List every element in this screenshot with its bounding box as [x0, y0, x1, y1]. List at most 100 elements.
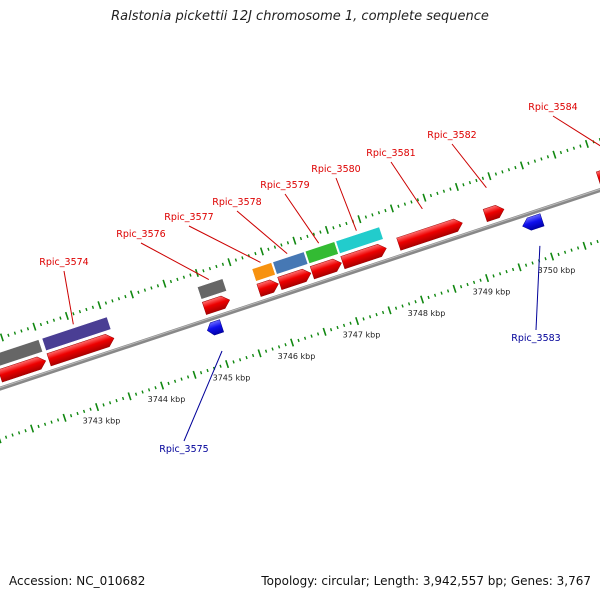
upper-tick — [208, 266, 212, 271]
lower-tick — [544, 257, 547, 261]
upper-tick — [162, 279, 167, 288]
lower-tick — [582, 241, 587, 250]
lower-tick — [30, 424, 35, 433]
upper-tick — [221, 262, 225, 266]
upper-tick — [32, 322, 37, 331]
upper-tick — [241, 256, 244, 260]
upper-tick — [97, 301, 102, 310]
lower-tick — [368, 315, 372, 319]
upper-tick — [384, 208, 387, 213]
upper-tick — [189, 273, 192, 277]
lower-tick — [576, 246, 580, 250]
leader-line — [335, 177, 357, 231]
upper-tick — [487, 172, 492, 181]
lower-tick — [127, 392, 132, 401]
upper-tick — [59, 316, 62, 320]
upper-tick — [514, 165, 517, 170]
upper-tick — [527, 161, 530, 165]
label-leader-lines — [63, 115, 600, 442]
upper-tick — [462, 183, 465, 187]
upper-tick — [566, 148, 569, 153]
upper-tick — [410, 200, 413, 204]
forward-gene-arrow — [0, 356, 47, 383]
gene-label: Rpic_3580 — [311, 164, 360, 175]
gene-labels: Rpic_3574 Rpic_3575 Rpic_3576 Rpic_3577 Rpic… — [39, 102, 577, 455]
upper-tick — [78, 309, 82, 314]
lower-tick — [322, 327, 327, 336]
upper-tick — [156, 284, 160, 288]
feature-block — [272, 251, 309, 275]
forward-gene-arrow — [309, 258, 342, 280]
upper-tick — [227, 258, 232, 267]
lower-tick — [76, 411, 79, 416]
forward-gene-arrow — [340, 243, 387, 270]
axis-labels: 3743 kbp 3744 kbp 3745 kbp 3746 kbp 3747 kbp… — [83, 266, 576, 426]
gene-label: Rpic_3584 — [528, 102, 577, 113]
lower-tick — [596, 239, 599, 244]
leader-line — [535, 245, 541, 331]
lower-tick — [375, 312, 378, 317]
leader-line — [552, 115, 600, 147]
upper-tick — [117, 297, 121, 301]
upper-tick — [371, 213, 374, 217]
leader-line — [390, 161, 423, 210]
lower-tick — [433, 293, 437, 297]
gene-label: Rpic_3576 — [116, 229, 165, 240]
lower-tick — [11, 433, 14, 437]
upper-tick — [64, 311, 69, 320]
forward-gene-arrow — [595, 164, 600, 185]
upper-tick — [254, 251, 257, 256]
lower-tick — [271, 347, 274, 351]
axis-label: 3746 kbp — [278, 352, 316, 361]
upper-tick — [559, 150, 563, 155]
gene-label: Rpic_3577 — [164, 212, 213, 223]
axis-label: 3744 kbp — [148, 395, 186, 404]
upper-tick — [273, 245, 277, 249]
lower-tick — [50, 420, 53, 424]
forward-gene-arrow — [277, 268, 312, 290]
upper-tick — [389, 204, 394, 213]
axis-label: 3745 kbp — [213, 373, 251, 382]
upper-tick — [259, 247, 264, 256]
upper-tick — [501, 170, 504, 174]
axis-label: 3748 kbp — [408, 309, 446, 318]
upper-tick — [46, 320, 49, 325]
upper-tick — [364, 215, 368, 219]
forward-gene-arrow — [396, 218, 463, 251]
lower-tick — [492, 274, 495, 278]
lower-tick — [316, 332, 320, 336]
lower-tick — [180, 377, 183, 381]
upper-tick — [468, 180, 472, 185]
lower-tick — [505, 269, 508, 274]
upper-tick — [13, 331, 17, 335]
lower-tick — [43, 422, 47, 426]
upper-tick — [552, 150, 557, 159]
upper-tick — [286, 241, 290, 245]
upper-tick — [85, 307, 88, 312]
upper-tick — [215, 264, 218, 269]
upper-tick — [397, 204, 400, 208]
upper-tick — [72, 312, 75, 316]
gene-arrows — [0, 164, 600, 383]
upper-tick — [202, 269, 205, 273]
lower-tick — [440, 291, 443, 295]
upper-tick — [39, 322, 43, 327]
lower-tick — [446, 289, 450, 293]
upper-tick — [319, 230, 322, 234]
lower-tick — [362, 317, 365, 321]
upper-tick — [299, 236, 303, 241]
forward-gene-arrow — [201, 295, 231, 315]
upper-tick — [338, 223, 342, 228]
lower-tick — [167, 381, 170, 386]
gene-label: Rpic_3579 — [260, 180, 309, 191]
upper-tick — [111, 299, 114, 303]
upper-tick — [129, 290, 134, 299]
lower-tick — [264, 349, 268, 353]
feature-block — [196, 278, 228, 300]
reverse-gene-arrow — [207, 319, 224, 336]
upper-tick — [436, 191, 439, 196]
gene-label: Rpic_3583 — [511, 333, 560, 344]
forward-gene-arrow — [46, 334, 115, 367]
upper-tick — [377, 211, 381, 215]
axis-label: 3743 kbp — [83, 416, 121, 425]
